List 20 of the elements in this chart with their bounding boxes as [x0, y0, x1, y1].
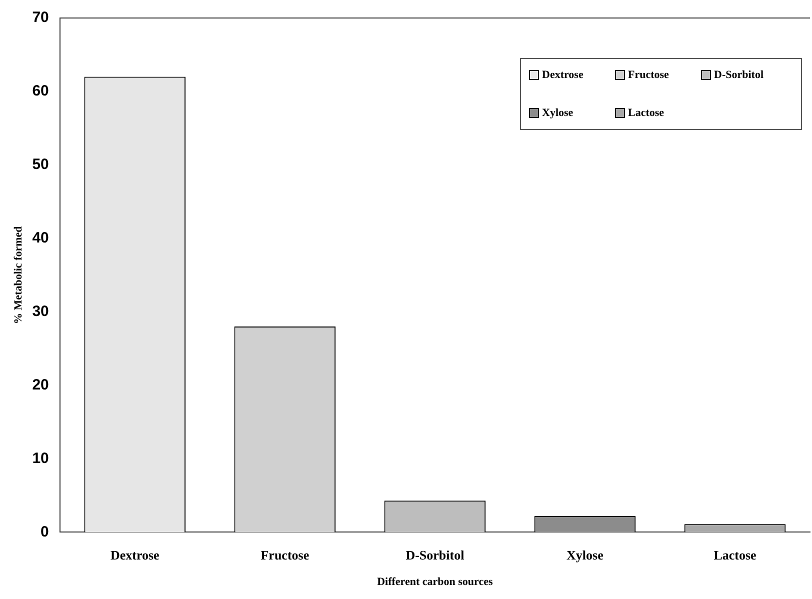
y-tick-label: 10	[32, 450, 49, 467]
legend-label: Dextrose	[542, 69, 584, 81]
y-tick-label: 70	[32, 9, 49, 26]
y-tick-label: 50	[32, 156, 49, 174]
y-tick-label: 20	[32, 376, 49, 394]
legend-label: Xylose	[542, 107, 574, 119]
x-tick-label: D-Sorbitol	[406, 547, 465, 562]
y-tick-label: 30	[32, 302, 49, 320]
legend-label: D-Sorbitol	[714, 69, 764, 81]
legend-label: Fructose	[628, 69, 669, 81]
y-tick-label: 0	[40, 523, 49, 540]
y-tick-label: 60	[32, 82, 49, 100]
x-tick-label: Lactose	[714, 547, 757, 562]
x-tick-label: Xylose	[566, 547, 604, 562]
y-tick-label: 40	[32, 230, 49, 247]
legend-label: Lactose	[628, 107, 664, 119]
y-axis-title: % Metabolic formed	[12, 226, 24, 324]
x-tick-label: Fructose	[260, 547, 310, 562]
x-axis-title: Different carbon sources	[377, 576, 494, 588]
x-tick-label: Dextrose	[110, 547, 160, 562]
